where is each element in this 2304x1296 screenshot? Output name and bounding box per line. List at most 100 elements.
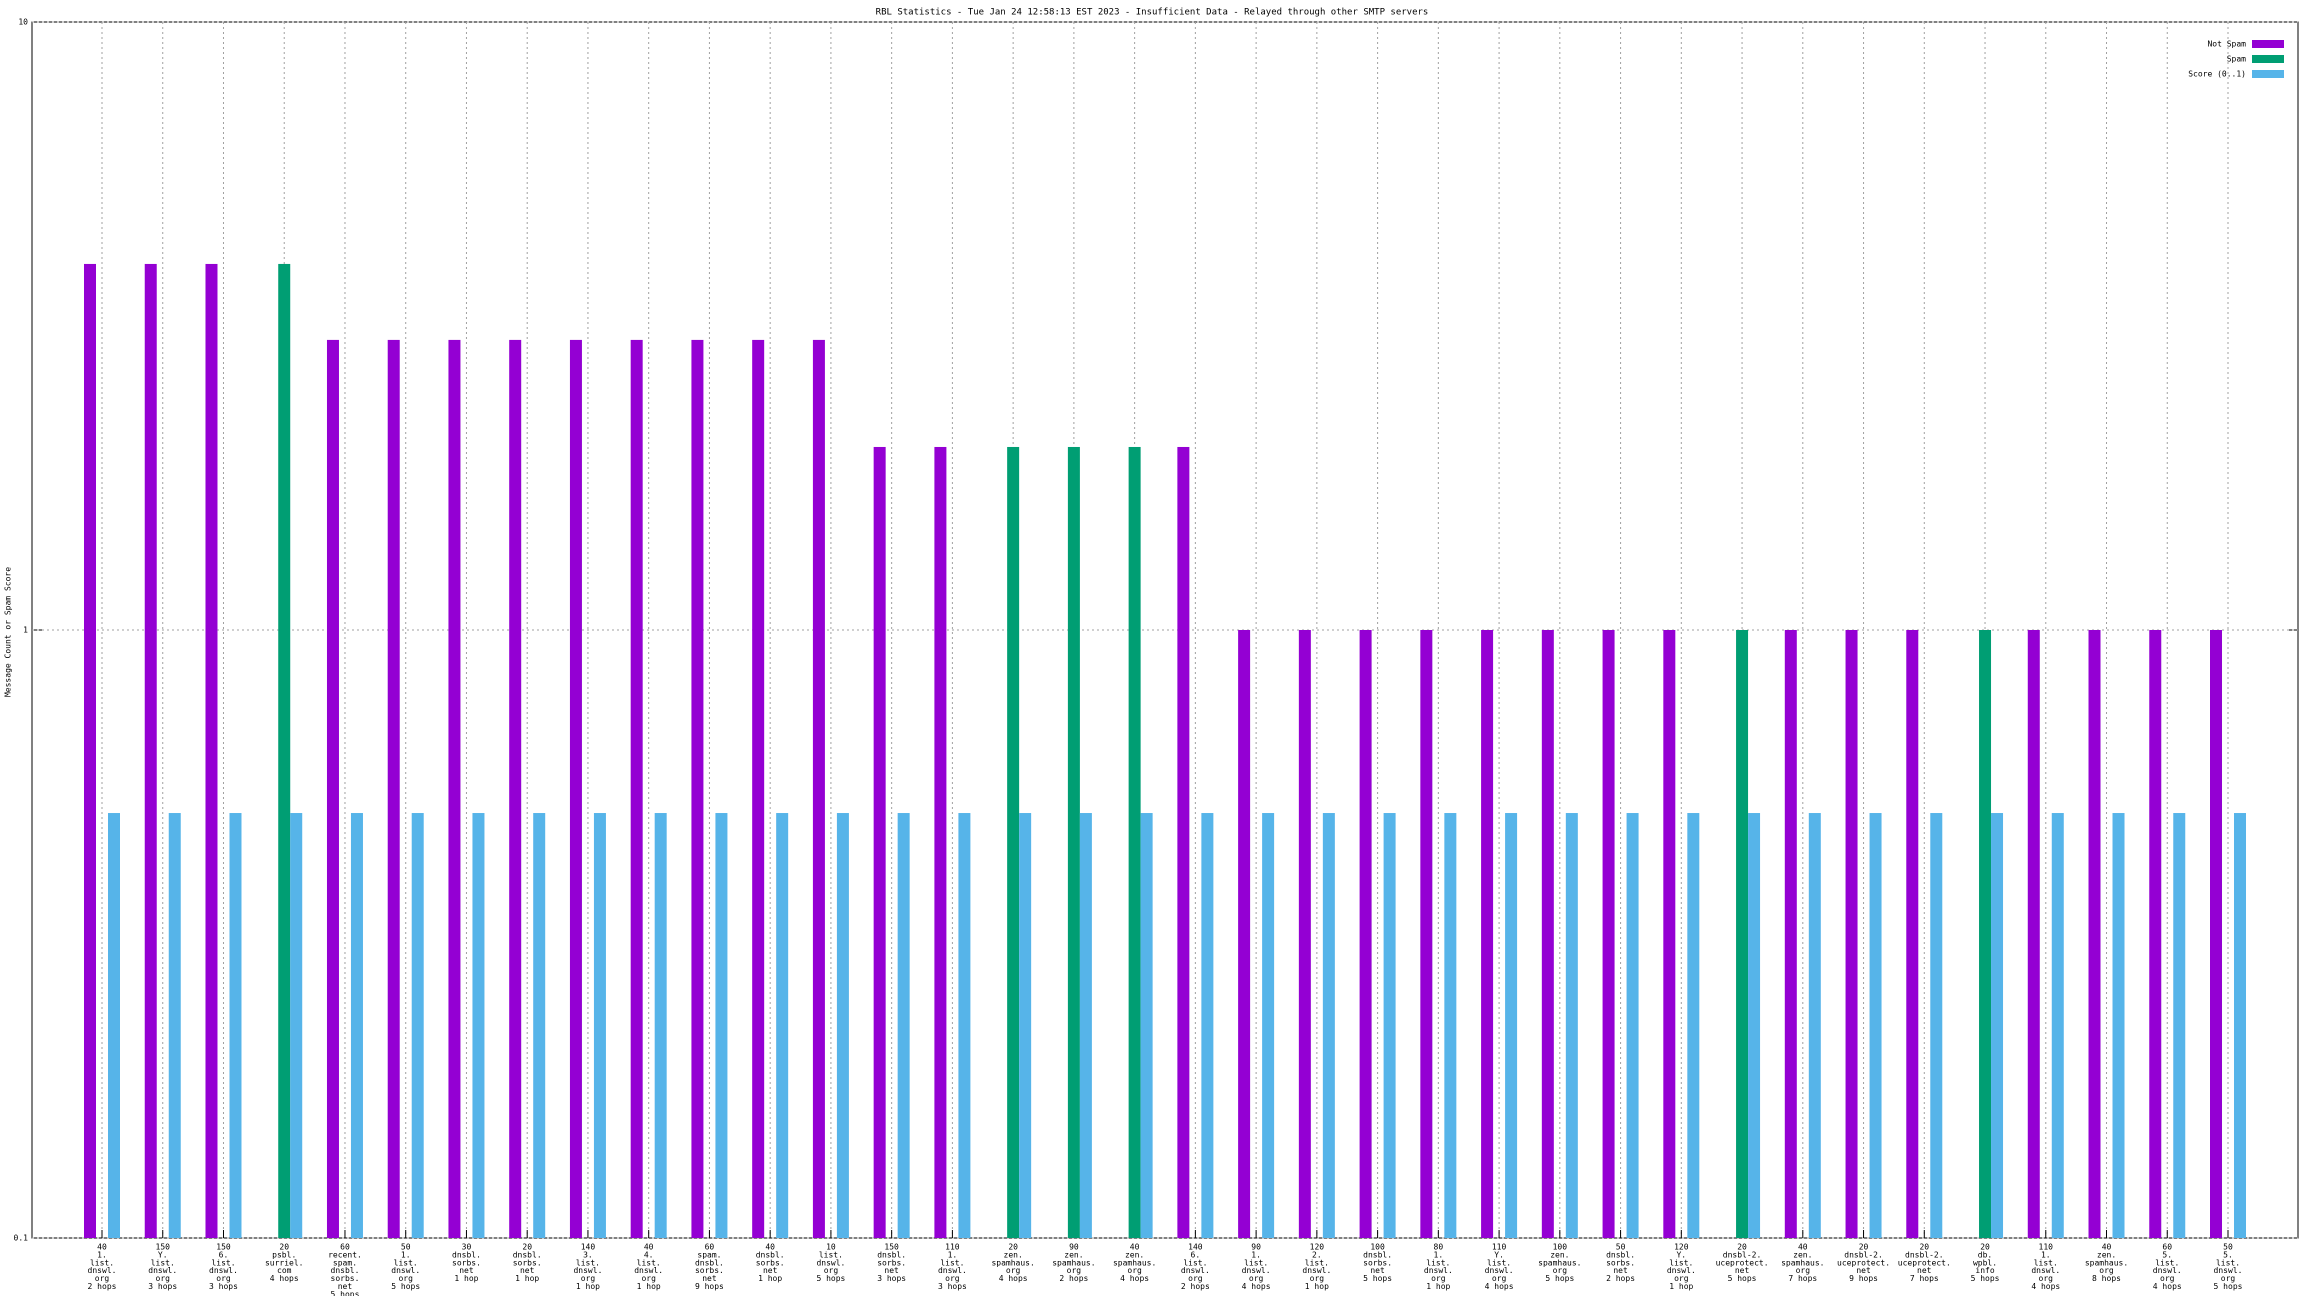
x-tick-label: 5. [2162,1250,2172,1259]
bar [1663,630,1676,1238]
x-tick-label: zen. [1004,1250,1023,1259]
x-tick-label: list. [2216,1258,2240,1267]
legend-label: Spam [2227,55,2246,64]
x-tick-label: list. [1183,1258,1207,1267]
x-tick-label: 30 [462,1243,472,1252]
x-tick-label: 2. [1312,1250,1322,1259]
chart-title: RBL Statistics - Tue Jan 24 12:58:13 EST… [876,8,1429,18]
x-tick-label: 7 hops [1788,1274,1817,1283]
x-tick-label: spamhaus. [1781,1258,1824,1267]
x-tick-label: 6. [1191,1250,1201,1259]
x-tick-label: 150 [156,1243,171,1252]
x-tick-label: 80 [1434,1243,1444,1252]
bar [1322,813,1335,1238]
bar [2112,813,2125,1238]
bar [1359,630,1372,1238]
x-tick-label: 50 [1616,1243,1626,1252]
bar [1481,630,1494,1238]
bar [1019,813,1032,1238]
x-tick-label: 1. [401,1250,411,1259]
bar [509,339,522,1238]
x-tick-label: db. [1978,1250,1992,1259]
x-tick-label: org [2221,1274,2236,1283]
x-tick-label: org [2039,1274,2054,1283]
x-tick-label: net [1370,1266,1385,1275]
x-tick-label: sorbs. [756,1258,785,1267]
x-tick-label: 90 [1251,1243,1261,1252]
x-tick-label: org [581,1274,596,1283]
x-tick-label: spamhaus. [1538,1258,1581,1267]
bar [1079,813,1092,1238]
x-tick-label: 1. [948,1250,958,1259]
x-tick-label: 3 hops [938,1282,967,1291]
bar [2027,630,2040,1238]
x-tick-label: dnsbl. [331,1266,360,1275]
x-tick-label: uceprotect. [1716,1258,1769,1267]
x-tick-label: net [520,1266,535,1275]
legend-swatch [2252,40,2284,48]
x-tick-label: sorbs. [1363,1258,1392,1267]
x-tick-label: dnswl. [1667,1266,1696,1275]
bar [84,263,96,1239]
x-tick-label: dnswl. [2031,1266,2060,1275]
bar [1505,813,1518,1238]
x-tick-label: 1 hop [1669,1282,1693,1291]
x-tick-label: org [1127,1266,1142,1275]
x-tick-label: sorbs. [877,1258,906,1267]
x-tick-label: surriel. [265,1258,304,1267]
x-tick-label: org [1492,1274,1507,1283]
x-tick-label: 5 hops [1363,1274,1392,1283]
x-tick-label: list. [1669,1258,1693,1267]
x-tick-label: 5 hops [2214,1282,2243,1291]
x-tick-label: 4 hops [999,1274,1028,1283]
legend-label: Not Spam [2207,40,2246,49]
x-tick-label: sorbs. [695,1266,724,1275]
x-tick-label: org [1553,1266,1568,1275]
x-tick-label: 20 [1919,1243,1929,1252]
x-tick-label: 8 hops [2092,1274,2121,1283]
bar [1602,630,1615,1238]
x-tick-label: dnswl. [1424,1266,1453,1275]
x-tick-label: 1 hop [1305,1282,1329,1291]
bar [350,813,363,1238]
bar [1262,813,1275,1238]
bar [752,339,765,1238]
bar [205,263,218,1239]
x-tick-label: zen. [1550,1250,1569,1259]
x-tick-label: 2 hops [88,1282,117,1291]
x-tick-label: net [1917,1266,1932,1275]
legend-swatch [2252,55,2284,63]
x-tick-label: spamhaus. [2085,1258,2128,1267]
bar [1845,630,1858,1238]
x-tick-label: 4 hops [2153,1282,2182,1291]
x-tick-label: Y. [1676,1250,1686,1259]
bar [934,446,947,1238]
bar [1444,813,1457,1238]
x-tick-label: 20 [279,1243,289,1252]
x-tick-label: 50 [2223,1243,2233,1252]
x-tick-label: 1. [2041,1250,2051,1259]
bar [448,339,461,1238]
y-tick-label: 0.1 [14,1234,29,1243]
x-tick-label: org [1796,1266,1811,1275]
x-tick-label: dnswl. [634,1266,663,1275]
x-tick-label: 120 [1310,1243,1325,1252]
bar [1736,630,1749,1238]
x-tick-label: org [641,1274,656,1283]
bar [897,813,910,1238]
x-tick-label: 4. [644,1250,654,1259]
bar [2210,630,2222,1238]
x-tick-label: sorbs. [513,1258,542,1267]
x-tick-label: dnswl. [148,1266,177,1275]
x-tick-label: uceprotect. [1898,1258,1951,1267]
bar [569,339,582,1238]
bar [1383,813,1396,1238]
x-tick-label: 1 hop [576,1282,600,1291]
x-tick-label: dnswl. [573,1266,602,1275]
x-tick-label: dnsbl. [452,1250,481,1259]
x-tick-label: org [2099,1266,2114,1275]
bar [715,813,728,1238]
legend-swatch [2252,70,2284,78]
bar [1201,813,1214,1238]
